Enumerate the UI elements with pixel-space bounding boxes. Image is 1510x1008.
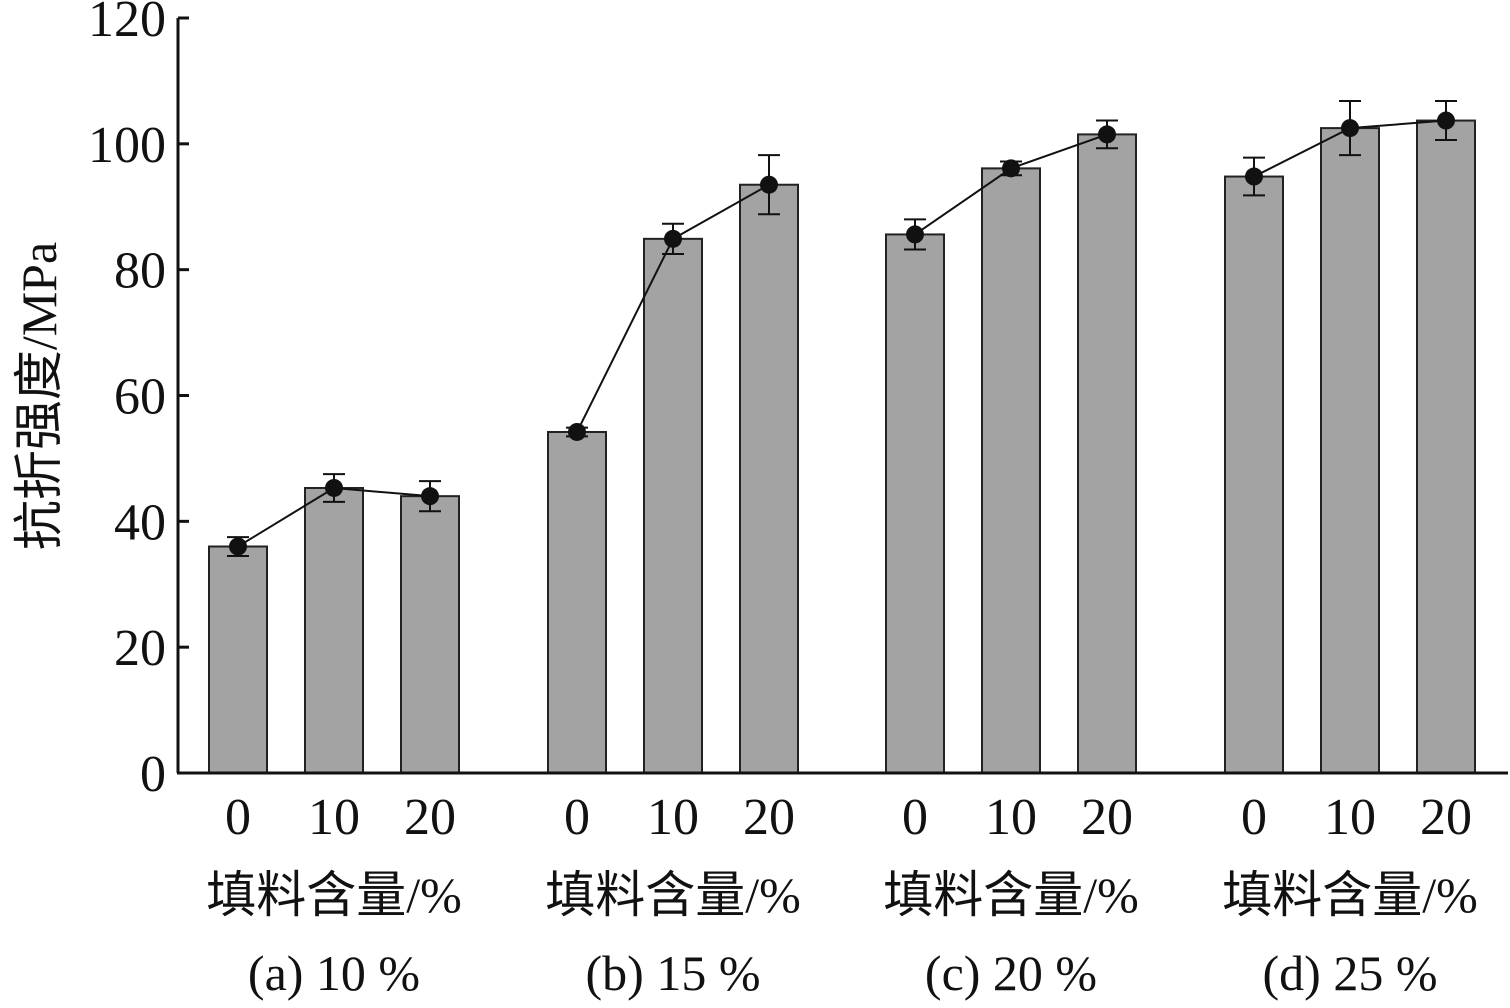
x-axis-title: 填料含量/% xyxy=(545,867,801,923)
bar xyxy=(1416,119,1476,775)
bar xyxy=(885,233,945,774)
x-tick-label: 10 xyxy=(985,789,1037,846)
x-tick-label: 20 xyxy=(743,789,795,846)
data-point xyxy=(1098,125,1116,144)
y-tick-label: 80 xyxy=(114,243,166,300)
x-tick-label: 0 xyxy=(1241,789,1267,846)
data-point xyxy=(906,225,924,244)
x-tick-label: 10 xyxy=(1324,789,1376,846)
y-tick-label: 120 xyxy=(88,0,166,48)
data-point xyxy=(664,229,682,248)
x-tick-label: 20 xyxy=(1081,789,1133,846)
bars-layer xyxy=(208,119,1476,775)
x-tick-label: 0 xyxy=(902,789,928,846)
x-tick-label: 10 xyxy=(308,789,360,846)
group-title: (c) 20 % xyxy=(925,945,1097,1001)
bar xyxy=(547,430,607,774)
bar xyxy=(400,495,460,774)
bar xyxy=(643,237,703,774)
x-axis-title: 填料含量/% xyxy=(206,867,462,923)
x-tick-label: 0 xyxy=(564,789,590,846)
y-tick-label: 60 xyxy=(114,369,166,426)
data-point xyxy=(229,537,247,556)
data-point xyxy=(1341,119,1359,138)
y-tick-label: 20 xyxy=(114,620,166,677)
bar xyxy=(208,545,268,774)
group-title: (a) 10 % xyxy=(248,945,420,1001)
bar xyxy=(304,486,364,774)
x-tick-label: 20 xyxy=(1420,789,1472,846)
y-axis-title: 抗折强度/MPa xyxy=(11,242,67,550)
data-point xyxy=(1002,159,1020,178)
data-point xyxy=(1245,167,1263,186)
group-title: (b) 15 % xyxy=(586,945,761,1001)
group-title: (d) 25 % xyxy=(1263,945,1438,1001)
x-tick-label: 10 xyxy=(647,789,699,846)
bar xyxy=(739,183,799,774)
x-axis-title: 填料含量/% xyxy=(883,867,1139,923)
y-tick-label: 40 xyxy=(114,494,166,551)
data-point xyxy=(568,422,586,441)
data-point xyxy=(421,487,439,506)
bar xyxy=(1077,133,1137,775)
bar xyxy=(981,167,1041,774)
x-axis-title: 填料含量/% xyxy=(1222,867,1478,923)
x-tick-label: 20 xyxy=(404,789,456,846)
error-bars-layer xyxy=(227,100,1457,557)
data-point xyxy=(1437,111,1455,130)
data-point xyxy=(760,175,778,194)
bar xyxy=(1224,175,1284,775)
data-points-layer xyxy=(229,111,1455,556)
y-tick-label: 100 xyxy=(88,117,166,174)
data-point xyxy=(325,478,343,497)
bar xyxy=(1320,127,1380,774)
x-tick-label: 0 xyxy=(225,789,251,846)
y-tick-label: 0 xyxy=(140,746,166,803)
axes-layer xyxy=(176,16,1508,775)
